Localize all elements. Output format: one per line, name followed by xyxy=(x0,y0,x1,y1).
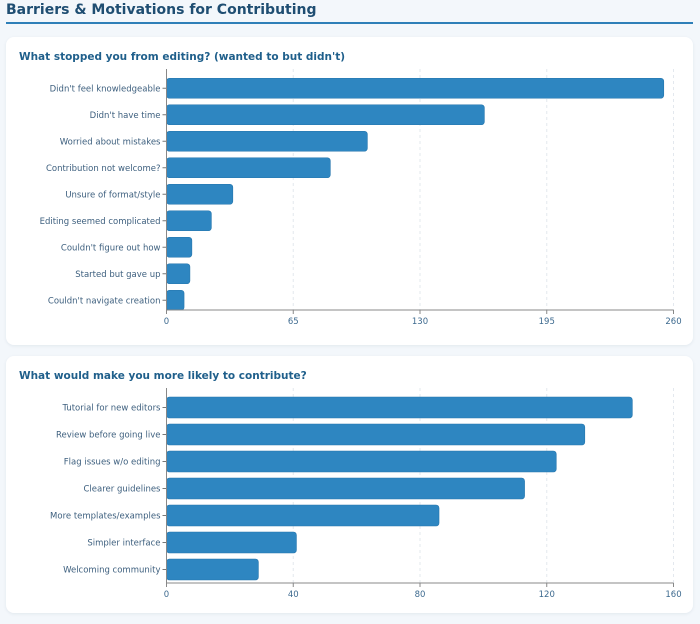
bar[interactable] xyxy=(166,504,440,527)
x-tick-label: 195 xyxy=(539,317,555,327)
y-tick-label: Review before going live xyxy=(56,431,161,441)
y-tick-label: Tutorial for new editors xyxy=(61,404,161,414)
y-tick-label: Clearer guidelines xyxy=(83,485,161,495)
x-tick-label: 0 xyxy=(164,590,169,600)
bar[interactable] xyxy=(166,236,193,258)
bar-chart-barriers: Didn't feel knowledgeable Didn't have tim… xyxy=(40,69,682,327)
bar[interactable] xyxy=(166,77,665,99)
bar[interactable] xyxy=(166,450,557,473)
chart-title: What would make you more likely to contr… xyxy=(19,370,307,382)
chart-title: What stopped you from editing? (wanted t… xyxy=(19,51,346,63)
bar[interactable] xyxy=(166,396,633,419)
bar[interactable] xyxy=(166,531,297,554)
y-tick-label: Simpler interface xyxy=(87,539,160,549)
x-tick-label: 260 xyxy=(665,317,681,327)
y-tick-label: Couldn't figure out how xyxy=(61,243,161,253)
y-tick-label: Couldn't navigate creation xyxy=(48,296,161,306)
y-tick-label: More templates/examples xyxy=(50,512,161,522)
x-tick-label: 0 xyxy=(164,317,169,327)
bar[interactable] xyxy=(166,289,185,311)
x-tick-label: 160 xyxy=(665,590,681,600)
bar-chart-motivations: Tutorial for new editors Review before go… xyxy=(50,388,682,600)
x-tick-label: 80 xyxy=(415,590,426,600)
bar[interactable] xyxy=(166,210,212,232)
y-tick-label: Started but gave up xyxy=(75,270,160,280)
y-tick-label: Didn't have time xyxy=(90,111,161,121)
bar[interactable] xyxy=(166,104,485,126)
bar[interactable] xyxy=(166,558,259,581)
x-tick-label: 130 xyxy=(412,317,428,327)
y-tick-label: Worried about mistakes xyxy=(60,137,161,147)
bar[interactable] xyxy=(166,263,191,285)
y-tick-label: Welcoming community xyxy=(63,566,160,576)
page-title: Barriers & Motivations for Contributing xyxy=(6,2,317,18)
bar[interactable] xyxy=(166,130,368,152)
chart-card-motivations: What would make you more likely to contr… xyxy=(6,356,693,613)
bar[interactable] xyxy=(166,477,525,500)
bar[interactable] xyxy=(166,423,586,446)
y-tick-label: Editing seemed complicated xyxy=(40,217,161,227)
y-tick-label: Flag issues w/o editing xyxy=(64,458,161,468)
title-divider xyxy=(6,22,693,24)
bar[interactable] xyxy=(166,183,234,205)
x-tick-label: 40 xyxy=(288,590,299,600)
y-tick-label: Didn't feel knowledgeable xyxy=(50,84,161,94)
x-tick-label: 65 xyxy=(288,317,299,327)
x-tick-label: 120 xyxy=(539,590,555,600)
chart-card-barriers: What stopped you from editing? (wanted t… xyxy=(6,37,693,345)
y-tick-label: Unsure of format/style xyxy=(65,190,160,200)
y-tick-label: Contribution not welcome? xyxy=(46,164,161,174)
bar[interactable] xyxy=(166,157,331,179)
